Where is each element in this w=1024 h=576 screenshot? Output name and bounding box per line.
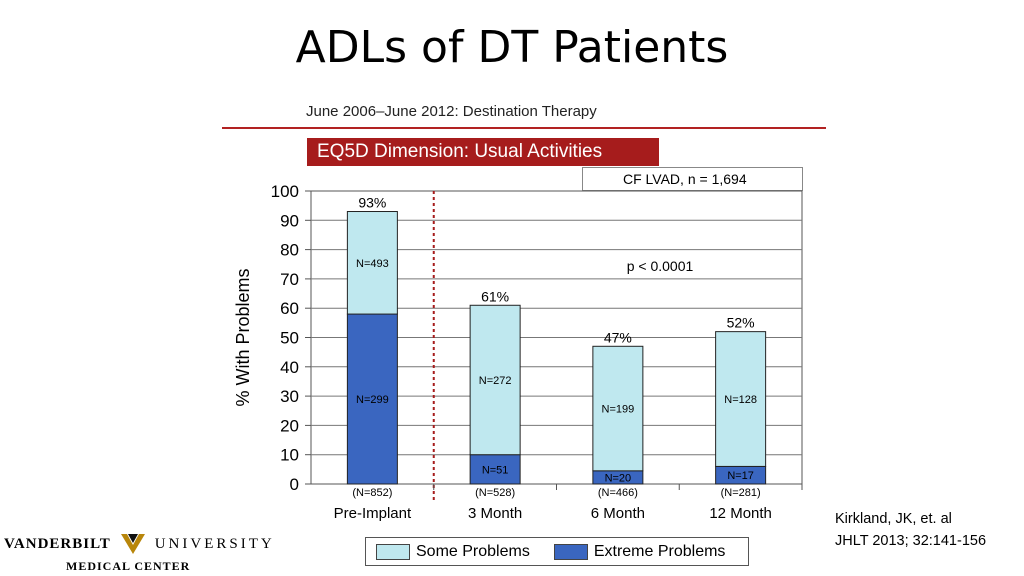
segment-label: N=20 [605, 472, 632, 484]
category-count-label: (N=528) [475, 487, 515, 499]
bar-total-label: 52% [727, 315, 755, 331]
category-count-label: (N=852) [352, 487, 392, 499]
category-count-label: (N=281) [721, 487, 761, 499]
x-category-label: 3 Month [468, 505, 522, 522]
segment-label: N=199 [602, 404, 635, 416]
legend-swatch-extreme [553, 543, 588, 560]
legend-item-some: Some Problems [366, 543, 530, 561]
logo-name: VANDERBILT [4, 535, 111, 552]
legend-label-extreme: Extreme Problems [593, 542, 726, 560]
bar-segment [715, 331, 767, 467]
legend-swatch-some [376, 543, 410, 560]
bar-segment [469, 304, 521, 456]
bar-total-label: 47% [604, 329, 632, 345]
y-tick-label: 10 [280, 446, 299, 465]
y-tick-label: 30 [280, 387, 299, 406]
y-axis-label: % With Problems [233, 268, 253, 406]
segment-label: N=272 [479, 375, 512, 387]
bar-segment [592, 345, 644, 472]
oak-leaf-v-icon [120, 534, 145, 554]
y-tick-label: 100 [271, 182, 299, 201]
y-tick-label: 70 [280, 270, 299, 289]
y-tick-label: 20 [280, 416, 299, 435]
bar-segment [346, 211, 398, 315]
header-rule [222, 127, 826, 129]
segment-label: N=128 [724, 394, 757, 406]
logo-university: UNIVERSITY [154, 535, 275, 552]
dimension-banner: EQ5D Dimension: Usual Activities [307, 138, 659, 166]
x-category-label: 12 Month [709, 505, 772, 522]
x-category-label: Pre-Implant [334, 505, 412, 522]
category-count-label: (N=466) [598, 487, 638, 499]
segment-label: N=493 [356, 258, 389, 270]
y-tick-label: 40 [280, 358, 299, 377]
p-value-annotation: p < 0.0001 [627, 258, 694, 274]
segment-label: N=51 [482, 464, 509, 476]
segment-label: N=299 [356, 394, 389, 406]
y-tick-label: 80 [280, 241, 299, 260]
bar-segment [469, 454, 521, 485]
x-category-label: 6 Month [591, 505, 645, 522]
bar-total-label: 93% [358, 195, 386, 211]
vanderbilt-logo: VANDERBILT UNIVERSITY MEDICAL CENTER [4, 528, 272, 576]
citation-line1: Kirkland, JK, et. al [835, 511, 952, 527]
segment-label: N=17 [727, 470, 754, 482]
logo-subtitle: MEDICAL CENTER [66, 559, 191, 573]
legend-item-extreme: Extreme Problems [544, 542, 726, 561]
y-tick-label: 50 [280, 329, 299, 348]
bar-total-label: 61% [481, 288, 509, 304]
y-tick-label: 0 [290, 475, 299, 494]
period-label: June 2006–June 2012: Destination Therapy [306, 103, 597, 120]
citation: Kirkland, JK, et. al JHLT 2013; 32:141-1… [835, 508, 986, 552]
slide-title: ADLs of DT Patients [295, 22, 729, 73]
y-tick-label: 60 [280, 299, 299, 318]
y-tick-label: 90 [280, 211, 299, 230]
citation-line2: JHLT 2013; 32:141-156 [835, 533, 987, 549]
legend-label-some: Some Problems [416, 542, 530, 560]
chart-legend: Some Problems Extreme Problems [365, 537, 749, 566]
